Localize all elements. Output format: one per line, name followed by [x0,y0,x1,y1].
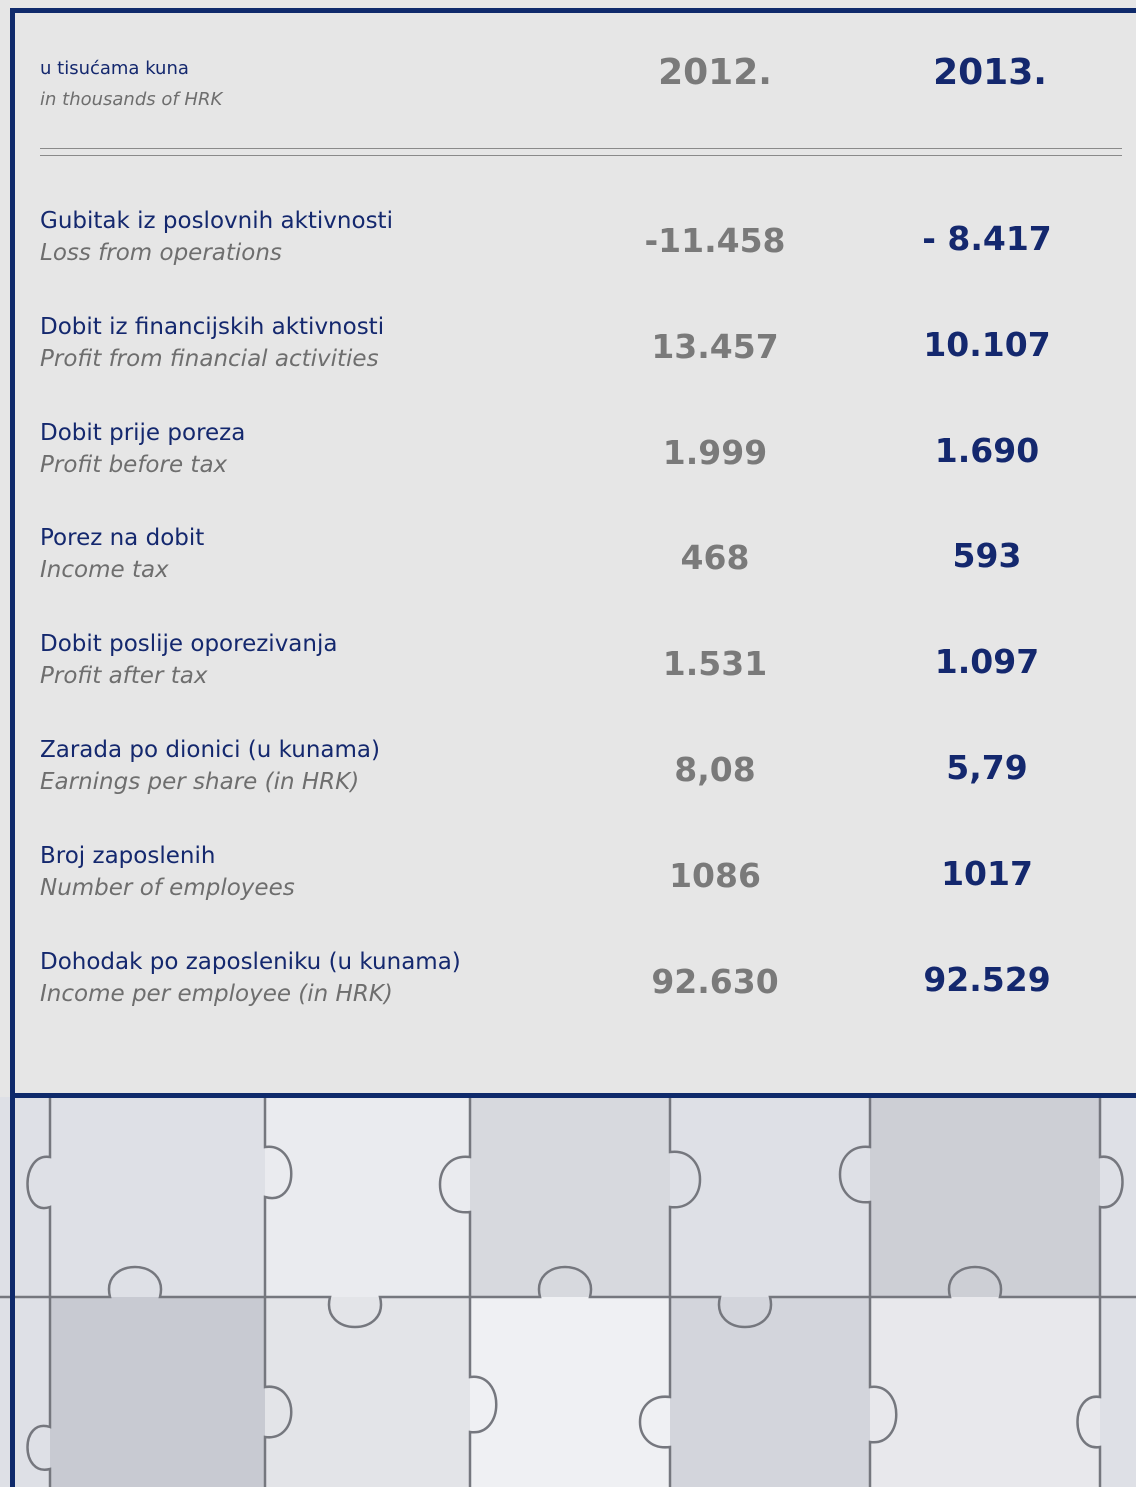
year-header: 2013. [880,52,1100,93]
row-label-en: Earnings per share (in HRK) [40,769,359,795]
page: u tisućama kuna in thousands of HRK 2012… [0,0,1136,1487]
row-label-en: Loss from operations [40,240,282,266]
value-2013: 5,79 [862,748,1112,787]
frame-top [10,8,1136,13]
value-2013: 92.529 [862,960,1112,999]
value-2013: 1.097 [862,642,1112,681]
value-2013: 593 [862,536,1112,575]
value-2012: 92.630 [590,962,840,1001]
value-2013: 1017 [862,854,1112,893]
puzzle-image [0,1097,1136,1487]
row-label-en: Income tax [40,557,169,583]
value-2013: - 8.417 [862,219,1112,258]
value-2012: 1086 [590,856,840,895]
value-2013: 10.107 [862,325,1112,364]
value-2012: 13.457 [590,327,840,366]
row-label: Dobit iz financijskih aktivnosti [40,314,384,340]
value-2012: 1.531 [590,644,840,683]
frame-bottom [10,1093,1136,1098]
row-label: Dohodak po zaposleniku (u kunama) [40,949,461,975]
value-2012: 1.999 [590,433,840,472]
year-header: 2012. [605,52,825,93]
row-label: Gubitak iz poslovnih aktivnosti [40,208,393,234]
row-label-en: Profit after tax [40,663,207,689]
value-2012: 468 [590,538,840,577]
row-label: Zarada po dionici (u kunama) [40,737,380,763]
divider [40,148,1122,149]
table-panel: u tisućama kuna in thousands of HRK 2012… [0,0,1136,1097]
row-label: Dobit poslije oporezivanja [40,631,337,657]
row-label-en: Profit from financial activities [40,346,379,372]
row-label-en: Number of employees [40,875,295,901]
value-2013: 1.690 [862,431,1112,470]
divider [40,155,1122,156]
row-label: Broj zaposlenih [40,843,215,869]
row-label: Porez na dobit [40,525,204,551]
frame-left [10,8,15,1487]
value-2012: -11.458 [590,221,840,260]
value-2012: 8,08 [590,750,840,789]
unit-label: u tisućama kuna [40,58,189,79]
row-label-en: Income per employee (in HRK) [40,981,393,1007]
row-label: Dobit prije poreza [40,420,245,446]
row-label-en: Profit before tax [40,452,227,478]
unit-label-en: in thousands of HRK [40,89,222,110]
